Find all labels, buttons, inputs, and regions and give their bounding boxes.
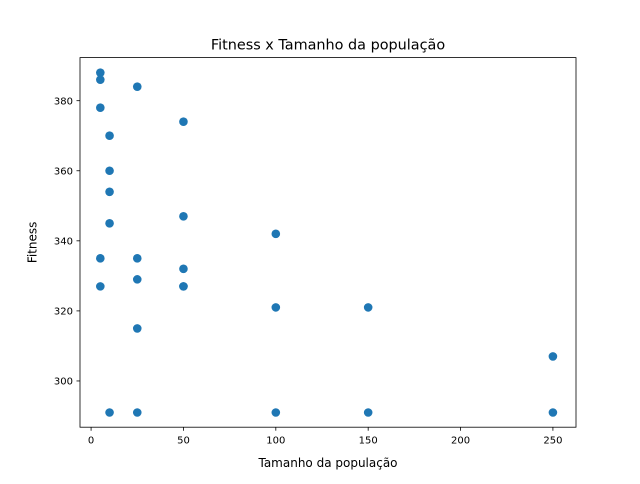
data-point <box>96 75 105 84</box>
data-point <box>96 282 105 291</box>
y-tick-label: 380 <box>54 96 73 107</box>
data-point <box>132 408 142 417</box>
x-axis-ticks: 0 50 100 150 200 250 <box>88 427 562 447</box>
data-point <box>132 82 142 91</box>
y-tick-label: 320 <box>54 306 73 317</box>
y-tick-label: 340 <box>54 236 73 247</box>
data-point <box>96 68 105 77</box>
data-point <box>271 303 281 312</box>
data-point <box>179 212 188 221</box>
data-point <box>105 131 114 141</box>
data-point <box>179 117 188 127</box>
y-axis-ticks: 300 320 340 360 380 <box>54 96 80 388</box>
data-point <box>548 352 558 361</box>
x-tick-label: 50 <box>177 436 190 447</box>
data-point <box>96 103 105 112</box>
y-tick-label: 360 <box>54 166 73 177</box>
data-point <box>105 408 114 417</box>
chart-title: Fitness x Tamanho da população <box>211 38 445 54</box>
data-point <box>105 166 114 176</box>
data-point <box>132 275 142 284</box>
data-point <box>179 264 188 274</box>
plot-area-frame <box>79 57 577 428</box>
data-point <box>363 408 373 417</box>
data-point <box>271 229 281 239</box>
x-tick-label: 0 <box>88 436 94 447</box>
x-axis-label: Tamanho da população <box>257 456 397 470</box>
data-point <box>132 324 142 333</box>
data-point <box>132 254 142 263</box>
x-tick-label: 100 <box>266 436 285 447</box>
data-point <box>96 254 105 263</box>
data-point <box>548 408 558 417</box>
data-points <box>96 68 558 417</box>
y-axis-label: Fitness <box>26 222 40 264</box>
data-point <box>105 219 114 228</box>
data-point <box>363 303 373 312</box>
data-point <box>179 282 188 291</box>
x-tick-label: 250 <box>543 436 562 447</box>
x-tick-label: 200 <box>451 436 470 447</box>
data-point <box>105 187 114 197</box>
x-tick-label: 150 <box>359 436 378 447</box>
data-point <box>271 408 281 417</box>
y-tick-label: 300 <box>54 377 73 388</box>
